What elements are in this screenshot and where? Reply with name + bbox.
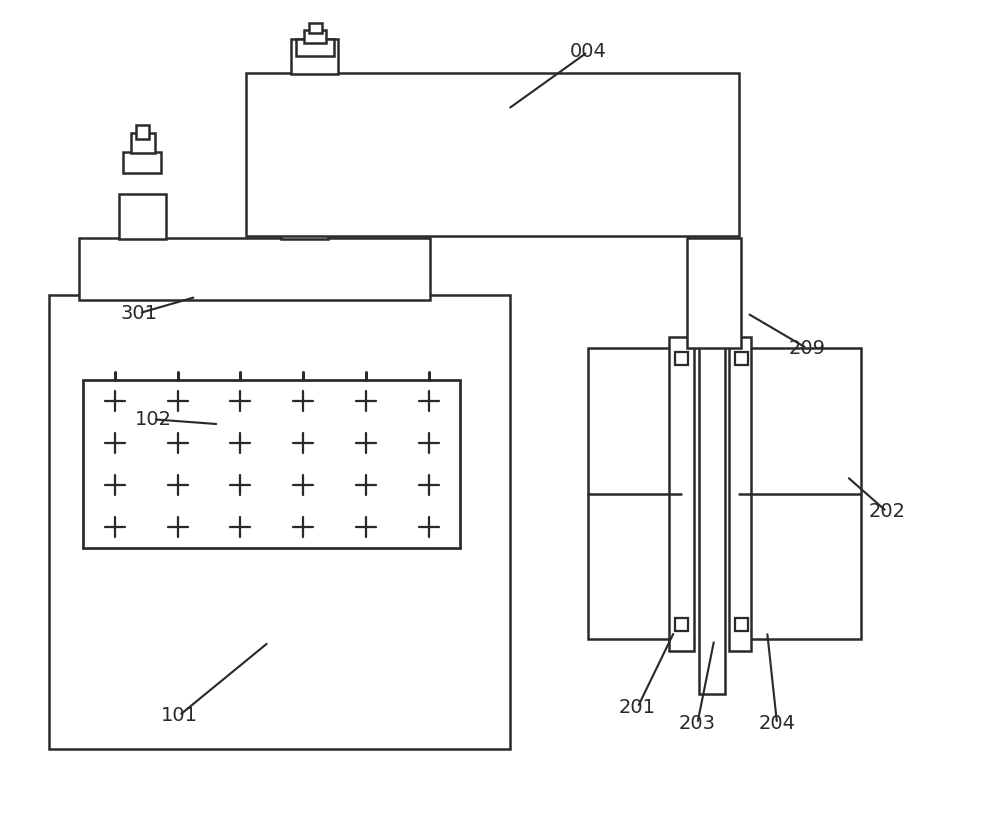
Text: 209: 209 [788,339,825,358]
Bar [675,618,688,631]
Bar [285,152,323,173]
Bar [739,348,861,639]
Bar [119,194,166,238]
Bar [296,39,334,57]
Bar [123,152,161,173]
Bar [136,125,149,139]
Bar [293,133,317,153]
Bar [729,337,751,651]
Text: 202: 202 [868,502,905,521]
Bar [735,352,748,365]
Text: 203: 203 [679,714,716,733]
Bar [131,133,155,153]
Bar [687,238,741,348]
Bar [83,380,460,548]
Bar [281,194,328,238]
Bar [669,337,694,651]
Text: 201: 201 [619,698,656,717]
Text: 101: 101 [161,706,198,725]
Bar [675,352,688,365]
Bar [699,291,725,694]
Text: 301: 301 [121,304,158,323]
Bar [304,30,326,43]
Text: 102: 102 [135,410,172,429]
Text: 204: 204 [759,714,796,733]
Text: 004: 004 [569,43,606,61]
Bar [246,73,739,236]
Bar [79,238,430,301]
Bar [49,296,510,749]
Bar [291,39,338,75]
Bar [735,618,748,631]
Bar [588,348,681,639]
Bar [309,23,322,34]
Bar [298,125,311,139]
